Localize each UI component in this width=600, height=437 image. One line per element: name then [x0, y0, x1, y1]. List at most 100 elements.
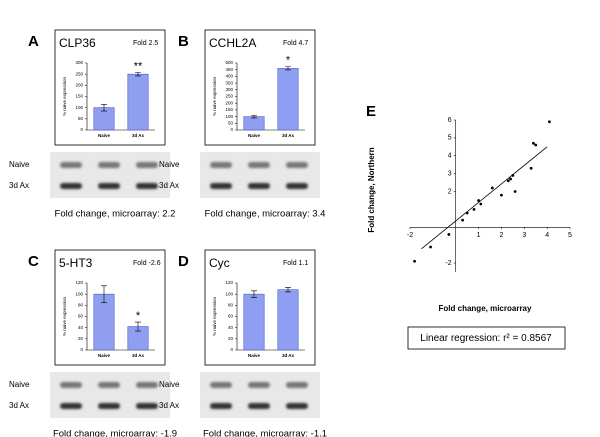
caption: Fold change, microarray: 3.4 — [205, 209, 326, 220]
point — [529, 166, 533, 170]
x-tick-label: 2 — [499, 232, 503, 239]
bar — [277, 68, 299, 131]
error-bar — [135, 321, 141, 332]
y-tick-label: 100 — [225, 114, 233, 119]
y-tick-label: 100 — [225, 291, 233, 296]
y-tick-label: 60 — [78, 314, 84, 319]
y-axis-label: % naive expression — [212, 296, 217, 336]
error-bar — [251, 290, 257, 298]
significance: ** — [134, 60, 143, 72]
bar — [243, 293, 265, 351]
gel-band — [210, 183, 232, 189]
gel-band — [136, 183, 158, 189]
panel-title: 5-HT3 — [59, 256, 93, 270]
x-tick-label: 1 — [477, 232, 481, 239]
gel-row-label: Naive — [159, 160, 180, 169]
gel-band — [248, 183, 270, 189]
y-tick-label: 150 — [225, 107, 233, 112]
error-bar — [101, 104, 107, 112]
y-axis-label: % naive expression — [212, 76, 217, 116]
y-tick-label: 80 — [228, 303, 234, 308]
gel-band — [98, 162, 120, 168]
caption: Fold change, microarray: -1.9 — [53, 429, 177, 437]
panel-letter: E — [366, 103, 376, 120]
point — [532, 141, 535, 145]
point — [490, 186, 494, 190]
x-tick-label: 4 — [545, 232, 549, 239]
point — [461, 218, 464, 222]
gel-band — [60, 183, 82, 189]
y-tick-label: 450 — [225, 67, 233, 72]
y-tick-label: 400 — [225, 74, 233, 79]
fold-label: Fold 4.7 — [283, 40, 308, 47]
point — [500, 193, 503, 197]
point — [509, 177, 512, 181]
y-tick-label: 300 — [75, 60, 83, 65]
y-axis-label: Fold change, Northern — [367, 147, 376, 232]
bar — [243, 116, 265, 131]
gel-band — [248, 403, 270, 409]
error-bar — [135, 72, 141, 77]
y-tick-label: 200 — [225, 100, 233, 105]
y-tick-label: 300 — [225, 87, 233, 92]
gel-row-label: Naive — [159, 380, 180, 389]
caption: Fold change, microarray: 2.2 — [55, 209, 176, 220]
y-axis-label: % naive expression — [62, 76, 67, 116]
gel-band — [60, 382, 82, 388]
point — [477, 199, 480, 202]
gel-band — [98, 382, 120, 388]
point — [513, 190, 517, 193]
panel-frame — [54, 249, 166, 366]
point — [413, 259, 416, 263]
gel-background — [50, 372, 170, 418]
gel-band — [210, 403, 232, 409]
point — [429, 245, 432, 249]
x-tick-label: Naive — [98, 133, 111, 138]
gel-background — [50, 152, 170, 198]
x-axis-label: Fold change, microarray — [439, 304, 532, 313]
x-tick-label: Naive — [248, 133, 261, 138]
gel-band — [210, 162, 232, 168]
y-tick-label: -2 — [445, 260, 451, 267]
y-tick-label: 0 — [80, 347, 83, 352]
panel-frame — [54, 29, 166, 146]
error-bar — [285, 287, 291, 293]
y-tick-label: 120 — [75, 280, 83, 285]
panel-frame — [204, 29, 316, 146]
gel-band — [60, 162, 82, 168]
x-tick-label: 3d Ax — [282, 133, 295, 138]
y-tick-label: 0 — [230, 347, 233, 352]
x-tick-label: -2 — [407, 232, 413, 239]
caption: Linear regression: r² = 0.8567 — [420, 333, 552, 344]
panel-letter: D — [178, 253, 189, 270]
y-tick-label: 6 — [448, 117, 452, 124]
significance: * — [136, 310, 141, 322]
trendline — [421, 146, 548, 250]
point — [548, 120, 551, 124]
fold-label: Fold 2.5 — [133, 40, 158, 47]
gel-band — [136, 162, 158, 168]
point — [447, 233, 451, 236]
gel-band — [248, 382, 270, 388]
gel-band — [98, 403, 120, 409]
gel-band — [286, 183, 308, 189]
fold-label: Fold 1.1 — [283, 260, 308, 267]
gel-band — [98, 183, 120, 189]
gel-band — [248, 162, 270, 168]
y-tick-label: 150 — [75, 94, 83, 99]
panel-title: Cyc — [209, 256, 230, 270]
y-tick-label: 50 — [78, 116, 84, 121]
panel-letter: A — [28, 33, 39, 50]
gel-row-label: 3d Ax — [159, 181, 179, 190]
panel-title: CCHL2A — [209, 36, 256, 50]
caption: Fold change, microarray: -1.1 — [203, 429, 327, 437]
gel-band — [136, 403, 158, 409]
y-tick-label: 20 — [78, 336, 84, 341]
point — [506, 179, 510, 183]
y-tick-label: 200 — [75, 83, 83, 88]
panel-frame — [204, 249, 316, 366]
error-bar — [251, 114, 257, 119]
y-tick-label: 2 — [448, 188, 452, 195]
x-tick-label: Naive — [98, 353, 111, 358]
